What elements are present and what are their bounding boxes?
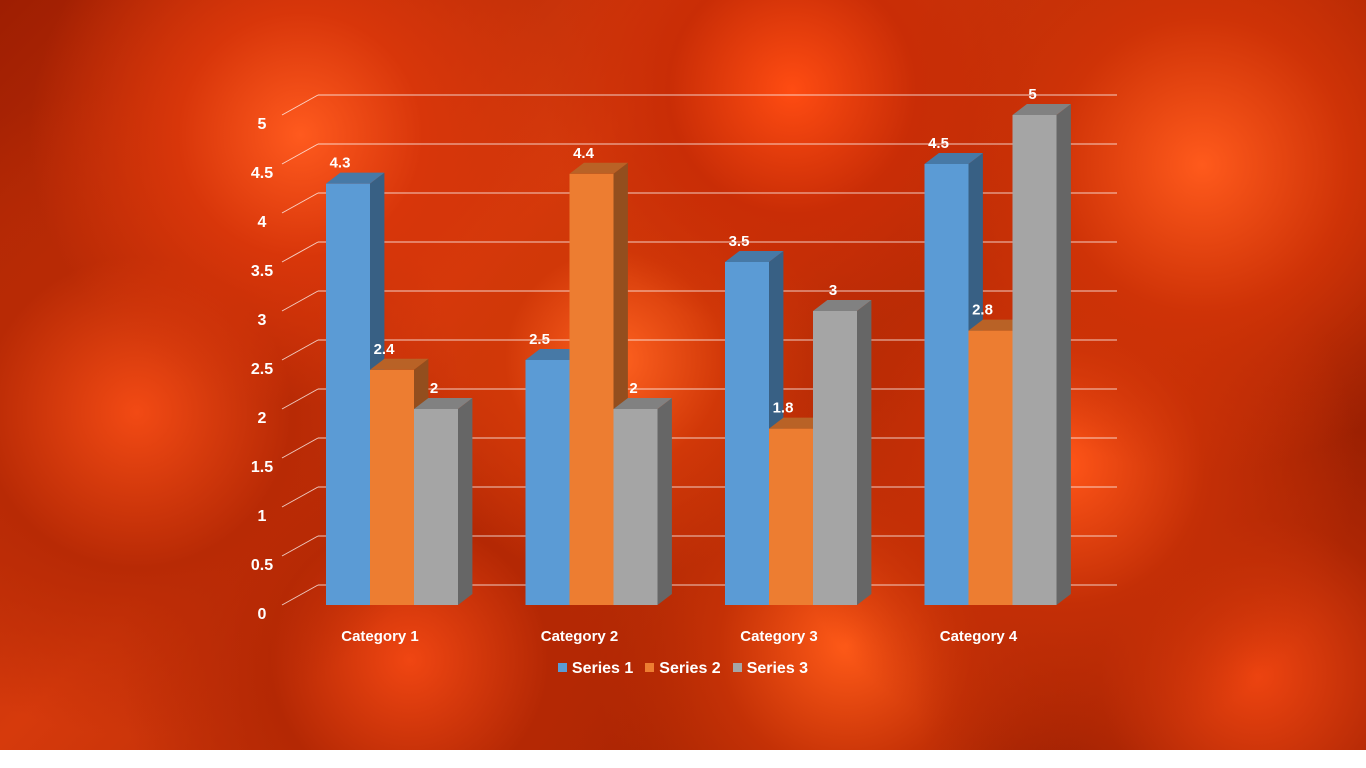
y-tick-label: 2.5	[251, 361, 273, 378]
legend-label: Series 3	[746, 660, 809, 677]
data-label: 2	[629, 380, 637, 397]
data-label: 5	[1028, 86, 1036, 103]
bar	[414, 409, 458, 605]
bar	[725, 262, 769, 605]
legend-item: Series 1	[557, 660, 634, 678]
bar-top	[968, 319, 1027, 331]
gridline-depth	[281, 535, 319, 557]
bar	[968, 330, 1013, 605]
bar-top	[725, 251, 784, 262]
gridline-depth	[281, 584, 319, 606]
y-tick-label: 4.5	[251, 165, 273, 182]
legend-item: Series 2	[645, 660, 721, 678]
bar-chart: 0 0.5 1 1.5 2 2.5 3 3.5 4 4.5 5 4.3 2.4 2 Category 1 2.…	[251, 86, 1071, 645]
legend-label: Series 1	[571, 660, 634, 677]
legend: Series 1 Series 2 Series 3	[0, 660, 1366, 678]
bar	[924, 164, 969, 605]
bar-top	[525, 349, 584, 360]
bar	[769, 428, 813, 605]
bar-side	[657, 398, 672, 605]
bottom-strip	[0, 750, 1366, 768]
legend-swatch	[732, 663, 742, 672]
bar	[326, 183, 370, 605]
data-label: 3.5	[729, 233, 750, 250]
y-tick-label: 1.5	[251, 459, 273, 476]
data-label: 2.8	[972, 302, 993, 319]
bar-top	[924, 153, 983, 164]
bar	[1012, 115, 1057, 605]
x-category-label: Category 3	[740, 628, 818, 645]
data-label: 2.4	[374, 341, 396, 358]
bar-top	[613, 398, 672, 409]
legend-label: Series 2	[659, 660, 721, 677]
gridline-depth	[281, 388, 319, 410]
bar	[613, 409, 658, 605]
y-tick-label: 4	[258, 214, 267, 231]
bar	[569, 173, 614, 606]
y-tick-label: 0.5	[251, 557, 273, 574]
bar-top	[1012, 104, 1071, 115]
y-tick-label: 0	[258, 606, 267, 623]
data-label: 4.4	[573, 145, 595, 162]
bar	[813, 311, 857, 605]
data-label: 2	[430, 380, 438, 397]
data-label: 1.8	[773, 400, 794, 417]
legend-swatch	[557, 663, 567, 672]
data-label: 3	[829, 282, 837, 299]
y-tick-label: 1	[258, 508, 267, 525]
bar	[370, 369, 414, 605]
y-tick-label: 3.5	[251, 263, 273, 280]
bar-top	[326, 172, 385, 184]
bar-side	[1056, 104, 1071, 605]
slide-background: 0 0.5 1 1.5 2 2.5 3 3.5 4 4.5 5 4.3 2.4 2 Category 1 2.…	[0, 0, 1366, 750]
data-label: 4.5	[928, 135, 949, 152]
gridline-depth	[281, 241, 319, 263]
gridline-depth	[281, 143, 319, 165]
x-category-label: Category 4	[940, 628, 1018, 645]
bar-side	[458, 398, 473, 605]
bar	[525, 360, 570, 605]
gridline-depth	[281, 94, 319, 116]
bar-top	[370, 358, 429, 370]
x-category-label: Category 1	[341, 628, 419, 645]
bar-top	[769, 417, 828, 429]
gridline-depth	[281, 192, 319, 214]
gridline-depth	[281, 339, 319, 361]
y-tick-label: 5	[258, 116, 267, 133]
bar-side	[857, 300, 872, 605]
bar-top	[569, 162, 628, 174]
bar-top	[414, 398, 473, 409]
gridline-depth	[281, 437, 319, 459]
bar-top	[813, 300, 872, 311]
legend-swatch	[645, 663, 655, 672]
data-label: 2.5	[529, 331, 550, 348]
gridline-depth	[281, 486, 319, 508]
data-label: 4.3	[330, 155, 351, 172]
y-tick-label: 3	[258, 312, 267, 329]
legend-item: Series 3	[732, 660, 809, 678]
y-tick-label: 2	[258, 410, 267, 427]
gridline-depth	[281, 290, 319, 312]
x-category-label: Category 2	[541, 628, 619, 645]
